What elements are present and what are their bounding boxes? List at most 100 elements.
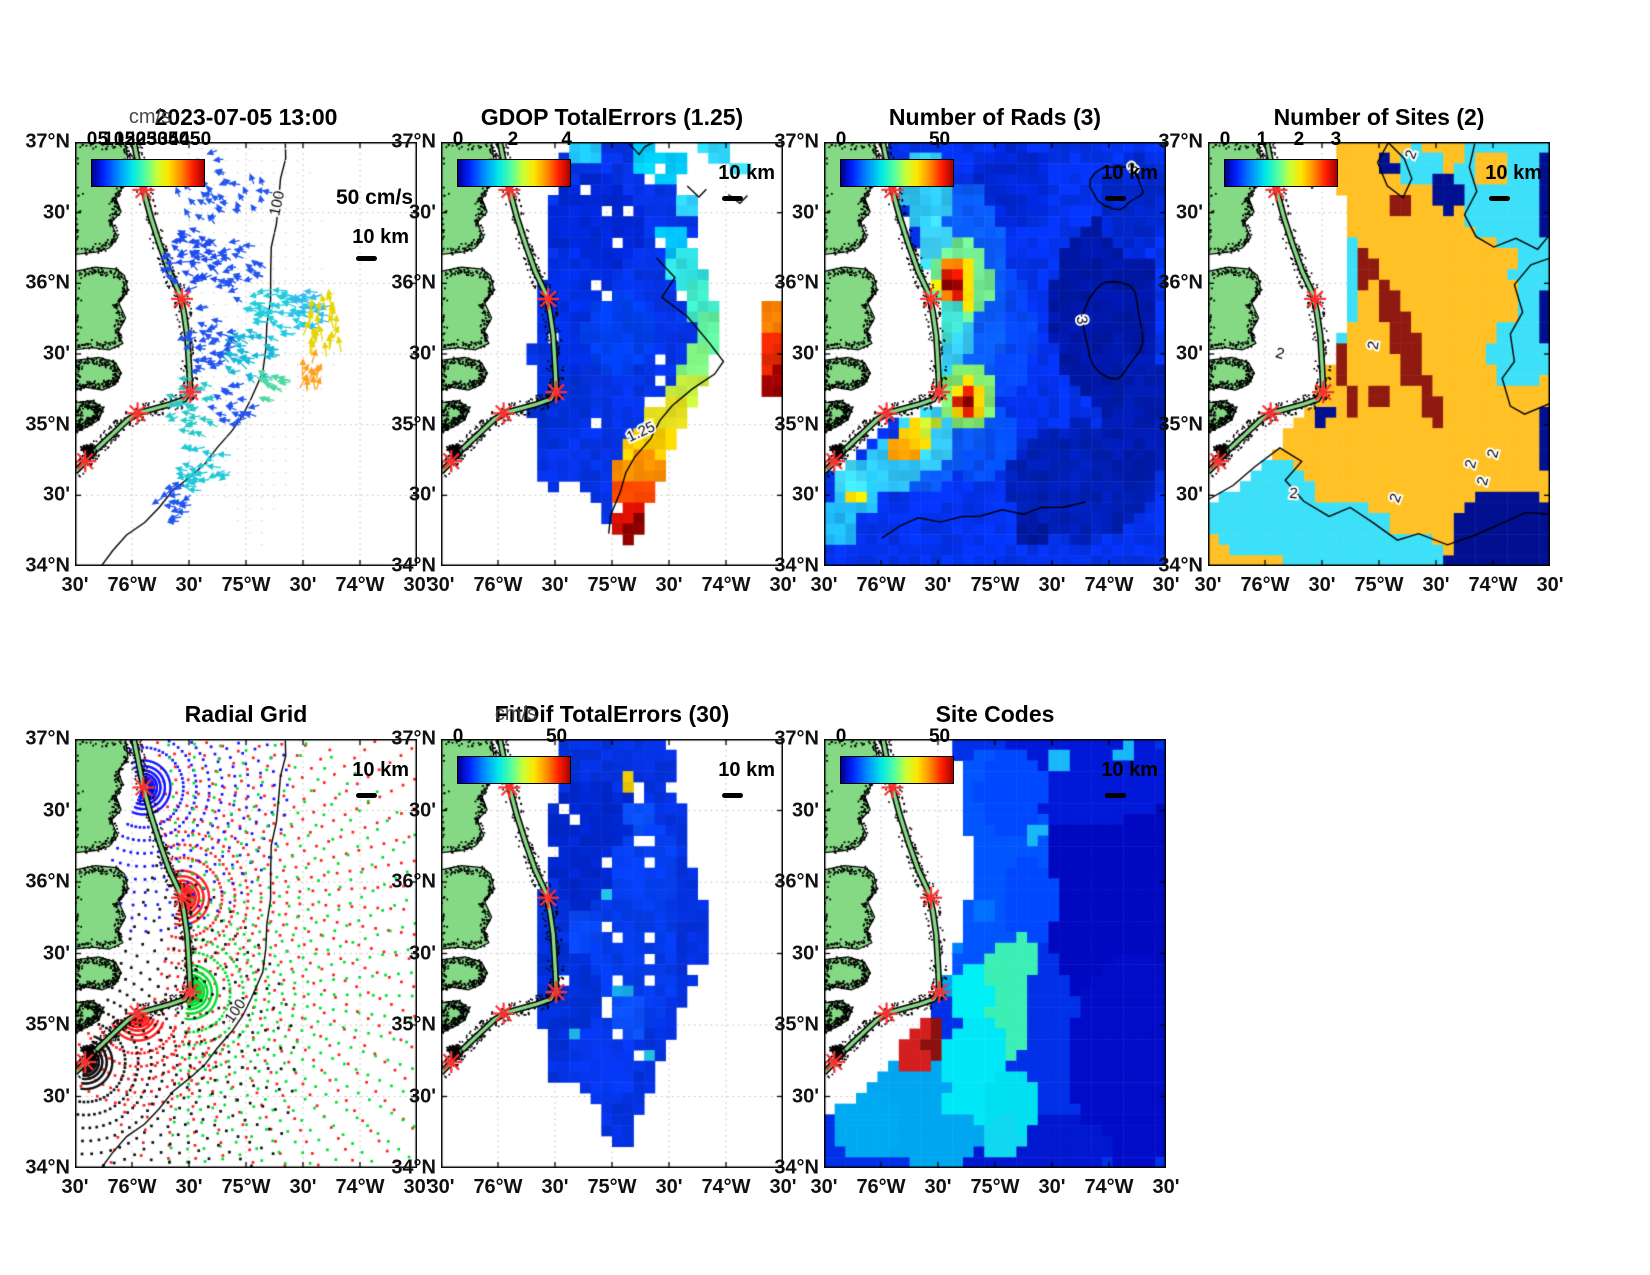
colorbar-tick-label: 0 (452, 129, 464, 150)
lon-tick-label: 75°W (587, 1176, 637, 1198)
scale-label: 10 km (1101, 162, 1158, 184)
colorbar-tick-label: 45 (179, 129, 201, 150)
lon-tick-label: 30' (289, 1176, 317, 1198)
lat-tick-label: 35°N (1158, 413, 1203, 436)
colorbar-tick-label: 0 (835, 129, 847, 150)
lon-tick-label: 75°W (970, 1176, 1020, 1198)
lon-tick-label: 76°W (1240, 574, 1290, 596)
lon-tick-label: 30' (1152, 1176, 1180, 1198)
scale-label: 10 km (352, 759, 409, 781)
lat-tick-label: 37°N (774, 130, 819, 153)
lat-tick-label: 37°N (25, 130, 70, 153)
panel-gdop-total-errors: GDOP TotalErrors (1.25) 10 km 37°N 30' 36°… (391, 104, 796, 596)
panel-title: Number of Rads (3) (888, 104, 1102, 130)
lat-tick-label: 30' (42, 942, 70, 964)
lon-tick-label: 75°W (587, 574, 637, 596)
lat-tick-label: 36°N (391, 870, 436, 893)
lon-tick-label: 76°W (856, 574, 906, 596)
reference-vector-label: 50 cm/s (335, 186, 413, 209)
lon-tick-label: 75°W (221, 1176, 271, 1198)
lon-tick-label: 30' (1152, 574, 1180, 596)
scale-bar (356, 793, 377, 798)
lat-tick-label: 34°N (391, 1156, 436, 1179)
lat-tick-label: 30' (42, 201, 70, 224)
scale-label: 10 km (1101, 759, 1158, 781)
scale-label: 10 km (352, 226, 409, 248)
lon-tick-label: 74°W (701, 574, 751, 596)
colorbar-tick-label: 15 (114, 129, 136, 150)
lat-tick-label: 30' (42, 483, 70, 506)
lon-tick-label: 75°W (221, 574, 271, 596)
scale-bar (1105, 793, 1126, 798)
panel-total-vectors: 2023-07-05 13:00 cm/s 50 cm/s 10 km 37°N… (25, 104, 430, 596)
colorbar-tick-label: 50 (545, 726, 568, 747)
lon-tick-label: 75°W (970, 574, 1020, 596)
colorbar-tick-label: 50 (190, 129, 212, 150)
lon-tick-label: 30' (810, 1176, 838, 1198)
lat-tick-label: 30' (42, 1085, 70, 1107)
lat-tick-label: 37°N (774, 727, 819, 750)
colorbar-tick-label: 30 (146, 129, 168, 150)
lat-tick-label: 36°N (774, 870, 819, 893)
lon-tick-label: 76°W (107, 1176, 157, 1198)
lon-tick-label: 30' (1194, 574, 1222, 596)
scale-bar (1489, 196, 1510, 201)
lon-tick-label: 30' (403, 574, 431, 596)
colorbar-tick-label: 20 (124, 129, 147, 150)
colorbar-unit-label: cm/s (128, 106, 172, 128)
panel-fitdif-total-errors: FitDif TotalErrors (30) cm/s 10 km 37°N 3… (391, 701, 796, 1198)
map-canvas-site-codes (824, 739, 1166, 1168)
lon-tick-label: 30' (541, 574, 569, 596)
colorbar-tick-label: 0 (1219, 129, 1231, 150)
lat-tick-label: 34°N (774, 1156, 819, 1179)
lon-tick-label: 30' (655, 1176, 683, 1198)
lat-tick-label: 35°N (391, 1013, 436, 1036)
lat-tick-label: 30' (791, 799, 819, 821)
lat-tick-label: 37°N (1158, 130, 1203, 153)
panel-title: 2023-07-05 13:00 (154, 104, 338, 130)
lat-tick-label: 35°N (774, 1013, 819, 1036)
colorbar (1224, 159, 1338, 187)
scale-bar (722, 196, 743, 201)
colorbar-tick-label: 25 (135, 129, 157, 150)
lat-tick-label: 30' (42, 799, 70, 821)
lat-tick-label: 30' (408, 1085, 436, 1107)
colorbar-unit-label: cm/s (494, 703, 538, 725)
lat-tick-label: 30' (791, 342, 819, 365)
panel-title: GDOP TotalErrors (1.25) (480, 104, 744, 130)
lon-tick-label: 30' (289, 574, 317, 596)
lon-tick-label: 74°W (335, 1176, 385, 1198)
colorbar-tick-label: 3 (1330, 129, 1342, 150)
colorbar-tick-label: 40 (168, 129, 190, 150)
lat-tick-label: 30' (408, 799, 436, 821)
map-canvas-gdop (441, 142, 783, 566)
lon-tick-label: 76°W (107, 574, 157, 596)
lat-tick-label: 37°N (391, 130, 436, 153)
scale-bar (722, 793, 743, 798)
colorbar-tick-label: 2 (1293, 129, 1305, 150)
lon-tick-label: 30' (769, 1176, 797, 1198)
colorbar-tick-label: 50 (928, 726, 951, 747)
lon-tick-label: 75°W (1354, 574, 1404, 596)
lat-tick-label: 34°N (774, 554, 819, 577)
panel-radial-grid: Radial Grid 10 km 37°N 30' 36°N 30' 35°N 30' 3… (25, 701, 430, 1198)
lat-tick-label: 30' (1175, 201, 1203, 224)
lat-tick-label: 30' (791, 483, 819, 506)
map-canvas-radial-grid (75, 739, 417, 1168)
colorbar (457, 756, 571, 784)
colorbar-tick-label: 35 (157, 129, 179, 150)
lon-tick-label: 30' (61, 574, 89, 596)
lat-tick-label: 34°N (25, 554, 70, 577)
lat-tick-label: 34°N (1158, 554, 1203, 577)
lon-tick-label: 30' (403, 1176, 431, 1198)
lat-tick-label: 34°N (25, 1156, 70, 1179)
colorbar-tick-label: 2 (507, 129, 519, 150)
lat-tick-label: 36°N (25, 870, 70, 893)
lon-tick-label: 30' (427, 1176, 455, 1198)
colorbar-tick-label: 0 (452, 726, 464, 747)
colorbar-tick-label: 0 (86, 129, 98, 150)
lon-tick-label: 30' (769, 574, 797, 596)
colorbar (840, 159, 954, 187)
panel-title: Site Codes (935, 701, 1055, 727)
